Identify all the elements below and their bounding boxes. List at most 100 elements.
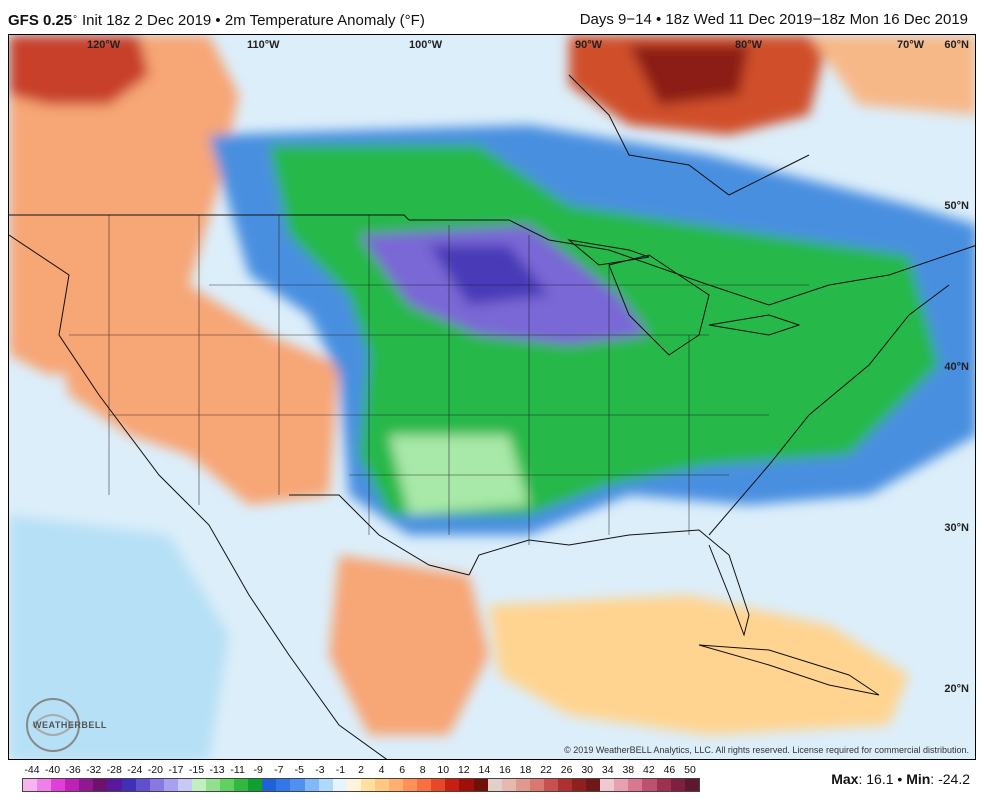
- colorbar-tick-label: 14: [478, 764, 491, 776]
- colorbar-tick-label: -1: [335, 764, 346, 776]
- max-value: 16.1: [866, 771, 894, 787]
- colorbar-tick-label: 30: [581, 764, 594, 776]
- colorbar-labels: -44 -40 -36 -32 -28 -24 -20 -17 -15 -13 -11 -9 -7 -5-…: [22, 764, 700, 777]
- lat-label-20n: 20°N: [944, 683, 969, 695]
- colorbar-swatch: [417, 779, 432, 791]
- colorbar-swatch: [79, 779, 94, 791]
- logo-text: WEATHERBELL: [33, 720, 107, 730]
- lat-label-50n: 50°N: [944, 200, 969, 212]
- model-name: GFS 0.25: [8, 12, 73, 29]
- lon-label-100w: 100°W: [409, 39, 443, 51]
- colorbar-swatch: [628, 779, 643, 791]
- lon-label-80w: 80°W: [735, 39, 763, 51]
- colorbar-tick-label: -24: [127, 764, 143, 776]
- colorbar-swatch: [149, 779, 164, 791]
- min-label: Min: [906, 771, 931, 787]
- colorbar-tick-label: 8: [419, 764, 426, 776]
- hudson-bay-coast: [568, 74, 810, 196]
- colorbar-tick-label: 34: [601, 764, 614, 776]
- coldest-core: [429, 245, 549, 305]
- warm-core-northwest: [9, 35, 149, 105]
- warm-region-labrador: [809, 35, 975, 115]
- gulf-coastline: [468, 529, 750, 637]
- lat-label-60n: 60°N: [944, 39, 969, 51]
- colorbar-swatch: [121, 779, 136, 791]
- colorbar-tick-label: 22: [540, 764, 552, 776]
- colorbar-tick-label: -40: [44, 764, 61, 776]
- chart-title: GFS 0.25∘ Init 18z 2 Dec 2019 • 2m Tempe…: [8, 11, 425, 29]
- copyright-notice: © 2019 WeatherBELL Analytics, LLC. All r…: [564, 745, 969, 755]
- colorbar-tick-label: 26: [560, 764, 573, 776]
- atlantic-coastline: [708, 284, 950, 536]
- colorbar-swatch: [459, 779, 474, 791]
- lon-label-120w: 120°W: [87, 39, 121, 51]
- colorbar-swatch: [515, 779, 530, 791]
- colorbar-tick-label: 16: [499, 764, 511, 776]
- colorbar-swatch: [93, 779, 108, 791]
- warm-region-caribbean: [489, 595, 909, 735]
- colorbar-tick-label: -7: [274, 764, 284, 776]
- colorbar-swatch: [360, 779, 375, 791]
- lon-label-110w: 110°W: [247, 39, 280, 51]
- init-text: Init 18z 2 Dec 2019 • 2m Temperature Ano…: [82, 12, 425, 29]
- map-panel[interactable]: 120°W 110°W 100°W 90°W 80°W 70°W 60°N 50…: [8, 34, 976, 760]
- cuba-outline: [698, 644, 880, 696]
- colorbar-tick-label: 18: [519, 764, 532, 776]
- colorbar-swatch: [473, 779, 488, 791]
- colorbar-tick-label: -5: [294, 764, 304, 776]
- colorbar-tick-label: -15: [188, 764, 205, 776]
- colorbar-swatch: [177, 779, 192, 791]
- pacific-coastline: [9, 234, 388, 759]
- colorbar-swatch: [346, 779, 361, 791]
- colorbar-tick-label: -3: [315, 764, 325, 776]
- colorbar-swatch: [487, 779, 502, 791]
- colorbar-swatch: [262, 779, 277, 791]
- colorbar-swatch: [304, 779, 319, 791]
- colorbar-tick-label: 6: [399, 764, 406, 776]
- colorbar-swatch: [206, 779, 221, 791]
- lon-label-70w: 70°W: [897, 39, 925, 51]
- colorbar-swatch: [234, 779, 249, 791]
- warm-region-mexico: [329, 555, 489, 735]
- colorbar-tick-label: -32: [86, 764, 102, 776]
- colorbar: [22, 778, 700, 792]
- weatherbell-logo: [26, 698, 80, 752]
- colorbar-tick-label: -20: [147, 764, 163, 776]
- colorbar-tick-label: 46: [663, 764, 676, 776]
- colorbar-swatch: [614, 779, 629, 791]
- colorbar-tick-label: 2: [358, 764, 364, 776]
- colorbar-tick-label: -17: [168, 764, 184, 776]
- lat-label-40n: 40°N: [944, 361, 969, 373]
- colorbar-swatch: [135, 779, 150, 791]
- colorbar-swatch: [318, 779, 333, 791]
- colorbar-tick-label: 42: [643, 764, 655, 776]
- colorbar-tick-label: -13: [209, 764, 225, 776]
- colorbar-tick-label: -28: [106, 764, 122, 776]
- colorbar-swatch: [220, 779, 235, 791]
- colorbar-swatch: [572, 779, 587, 791]
- stats-readout: Max: 16.1 • Min: -24.2: [831, 771, 970, 787]
- warm-core-hudson: [629, 45, 749, 105]
- colorbar-swatch: [51, 779, 66, 791]
- colorbar-swatch: [163, 779, 178, 791]
- colorbar-swatch: [191, 779, 207, 791]
- colorbar-swatch: [445, 779, 460, 791]
- colorbar-swatch: [600, 779, 615, 791]
- min-value: -24.2: [938, 771, 970, 787]
- colorbar-swatch: [37, 779, 52, 791]
- colorbar-swatch: [529, 779, 544, 791]
- colorbar-swatch: [586, 779, 601, 791]
- colorbar-tick-label: -9: [253, 764, 263, 776]
- colorbar-swatch: [501, 779, 516, 791]
- cool-region-pacific: [9, 515, 229, 759]
- colorbar-swatch: [543, 779, 558, 791]
- colorbar-swatch: [248, 779, 263, 791]
- colorbar-swatch: [290, 779, 305, 791]
- colorbar-swatch: [374, 779, 390, 791]
- colorbar-swatch: [23, 779, 38, 791]
- colorbar-tick-label: -11: [230, 764, 245, 776]
- colorbar-swatch: [389, 779, 404, 791]
- colorbar-swatch: [107, 779, 122, 791]
- colorbar-tick-label: 12: [457, 764, 470, 776]
- colorbar-swatch: [557, 779, 573, 791]
